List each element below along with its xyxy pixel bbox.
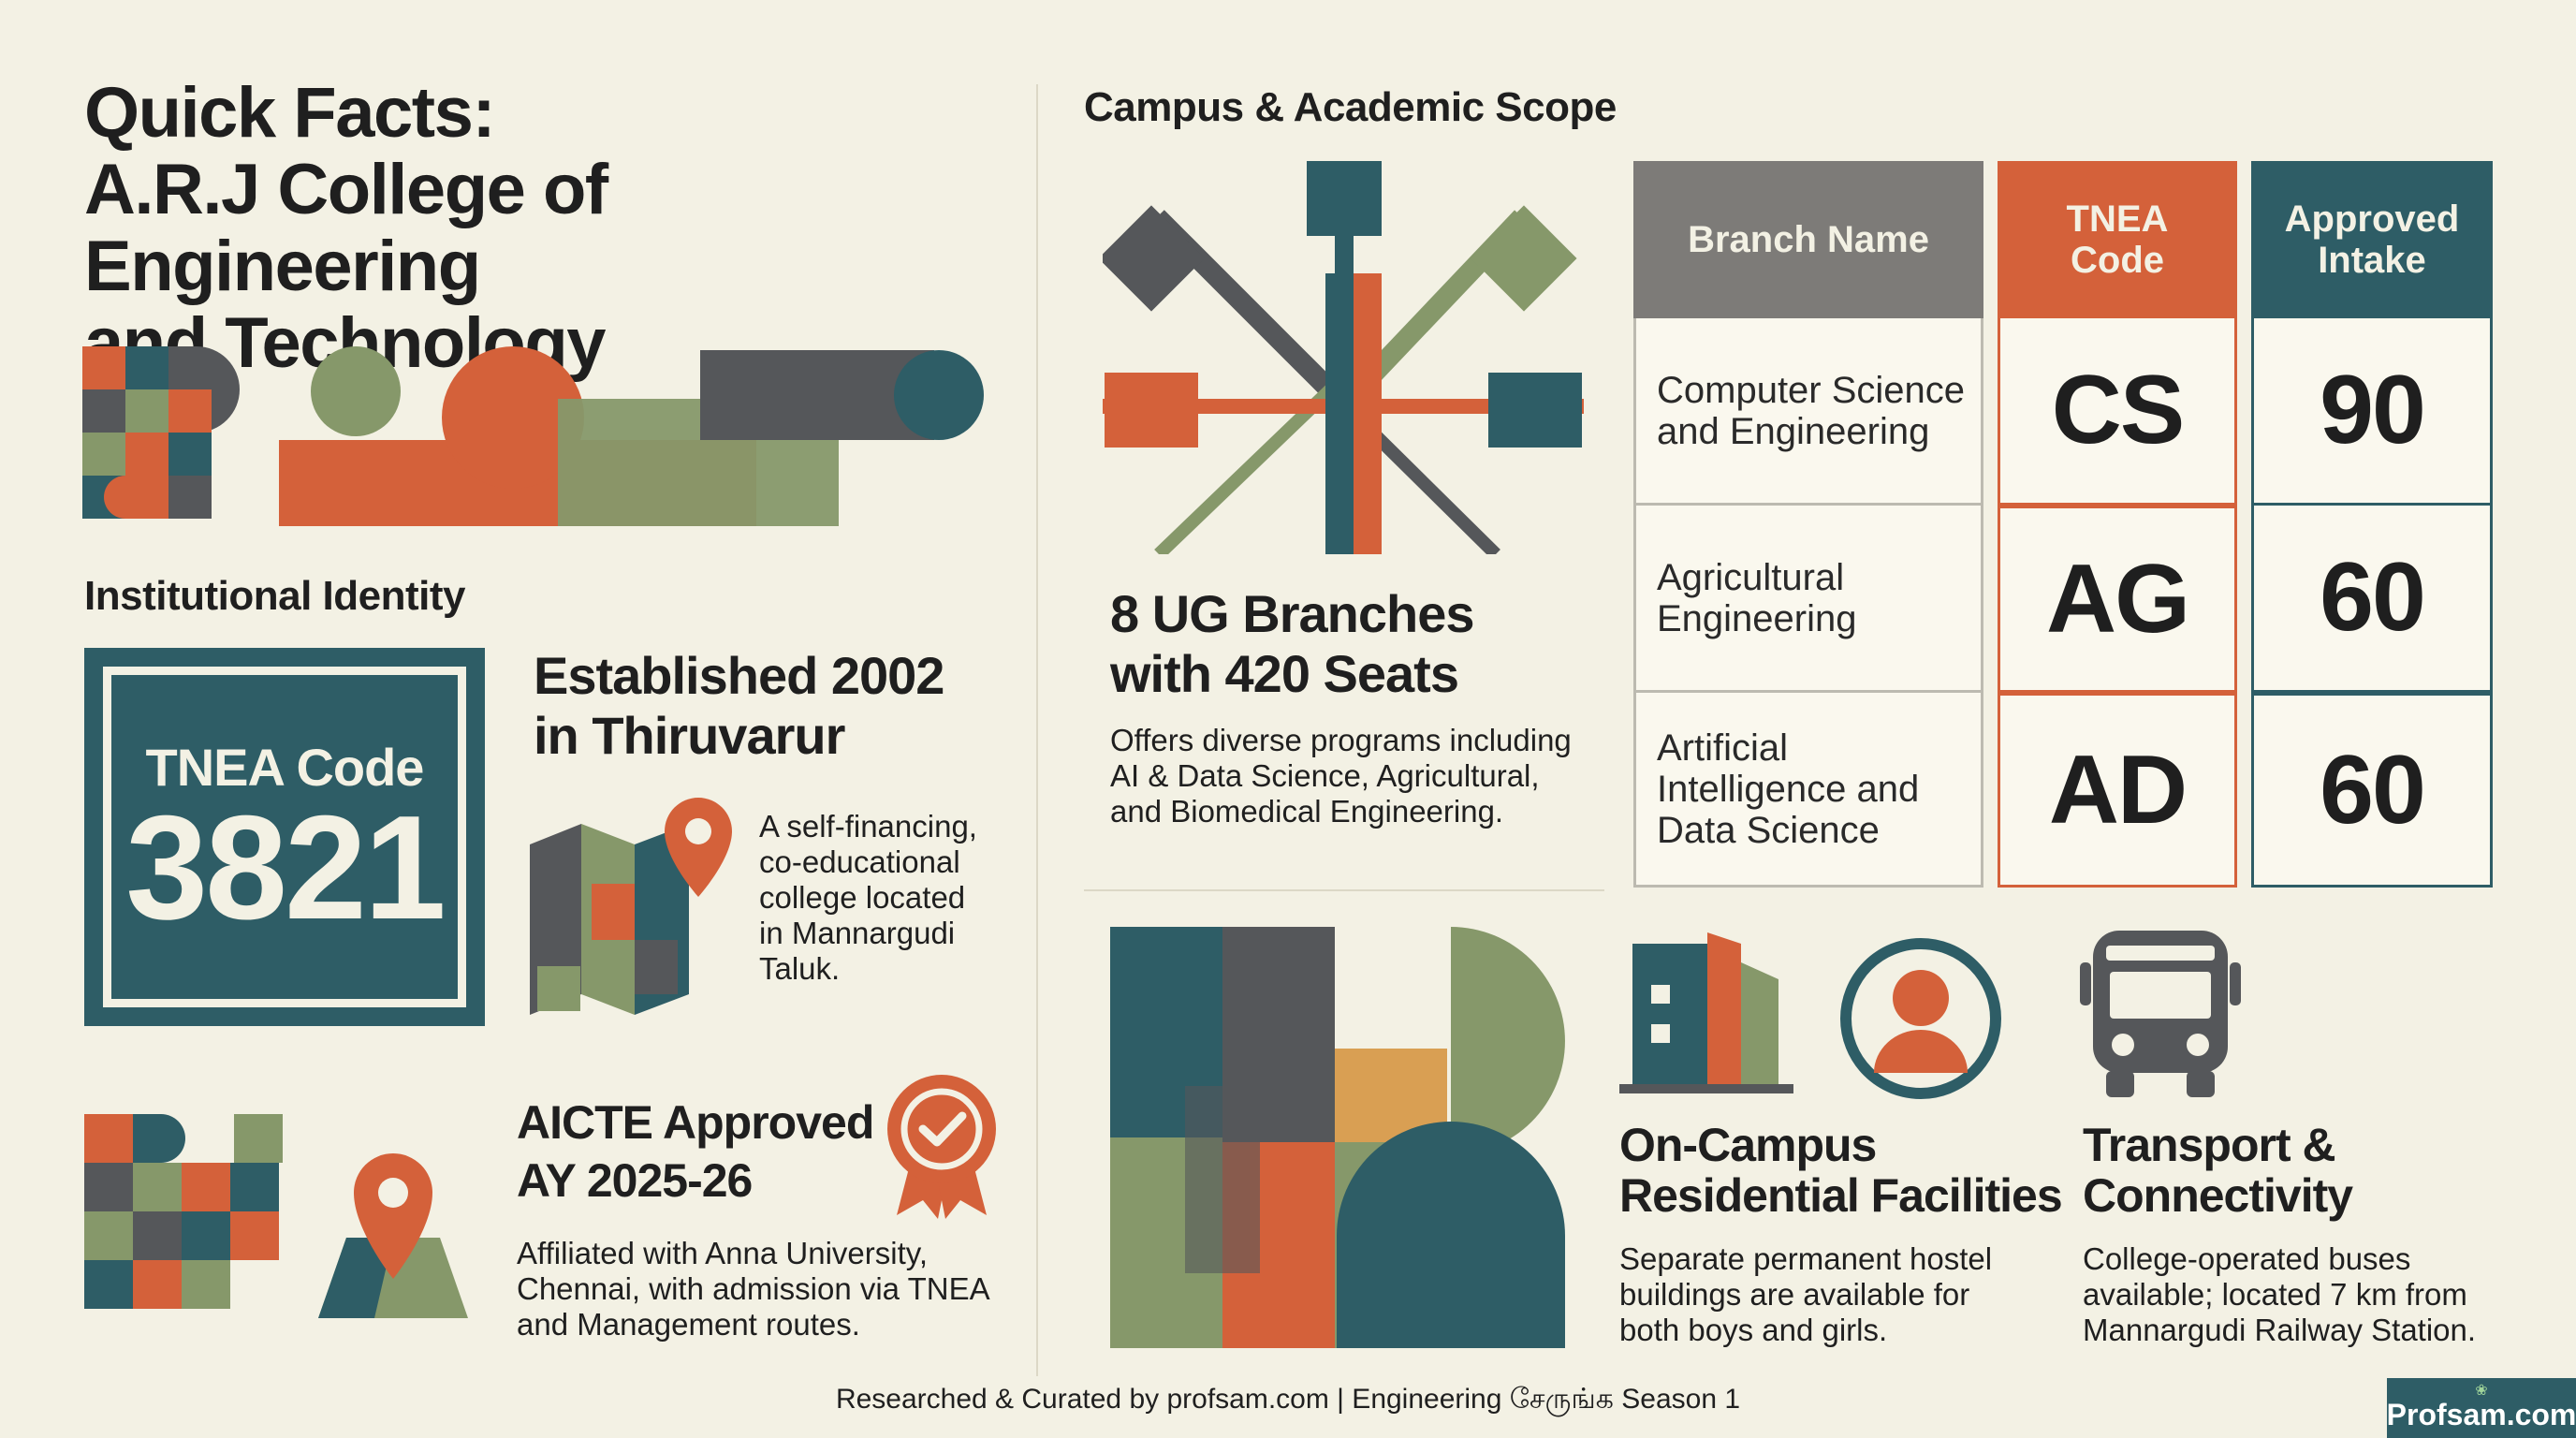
footer-credit: Researched & Curated by profsam.com | En… <box>835 1384 1741 1415</box>
residential-desc-line: both boys and girls. <box>1619 1313 1888 1347</box>
transport-description: College-operated buses available; locate… <box>2083 1241 2476 1348</box>
branch-table: Branch Name Computer Science and Engineer… <box>1633 161 2495 891</box>
transport-desc-line: College-operated buses <box>2083 1241 2411 1276</box>
branch-name-line: Artificial <box>1657 726 1789 769</box>
affiliation-description: Affiliated with Anna University, Chennai… <box>517 1236 990 1343</box>
tnea-code-label: TNEA Code <box>145 737 425 797</box>
approval-badge-icon <box>887 1075 996 1219</box>
affiliation-line: Chennai, with admission via TNEA <box>517 1271 990 1306</box>
location-desc-line: A self-financing, <box>759 809 977 844</box>
column-divider <box>1036 84 1038 1376</box>
transport-title-line: Connectivity <box>2083 1169 2353 1222</box>
residential-desc-line: Separate permanent hostel <box>1619 1241 1993 1276</box>
transport-desc-line: available; located 7 km from <box>2083 1277 2467 1312</box>
decorative-banner-graphic <box>82 346 984 526</box>
logo-leaf-icon: ❀ <box>2475 1383 2488 1399</box>
branches-title: 8 UG Branches with 420 Seats <box>1110 584 1474 704</box>
branch-name-line: Intelligence and <box>1657 768 1920 810</box>
branches-desc-line: and Biomedical Engineering. <box>1110 794 1504 829</box>
brand-logo[interactable]: ❀ Profsam.com <box>2387 1378 2576 1438</box>
branch-name-line: Computer Science <box>1657 369 1966 411</box>
building-icon <box>1619 932 1793 1093</box>
branches-burst-graphic <box>1103 161 1584 554</box>
table-column-intake: Approved Intake 90 60 60 <box>2251 161 2493 888</box>
location-desc-line: co-educational <box>759 844 960 879</box>
established-line-1: Established 2002 <box>534 646 944 705</box>
page-title: Quick Facts: A.R.J College of Engineerin… <box>84 75 1020 382</box>
bus-icon <box>2080 931 2241 1097</box>
table-cell-intake: 60 <box>2251 693 2493 888</box>
table-cell-branch-name: Agricultural Engineering <box>1633 506 1983 693</box>
transport-desc-line: Mannargudi Railway Station. <box>2083 1313 2477 1347</box>
branch-name-line: Data Science <box>1657 809 1880 851</box>
title-line-1: Quick Facts: <box>84 73 496 153</box>
aicte-line-2: AY 2025-26 <box>517 1154 753 1207</box>
table-cell-branch-name: Artificial Intelligence and Data Science <box>1633 693 1983 888</box>
branch-name-line: Agricultural <box>1657 556 1845 598</box>
branches-line-1: 8 UG Branches <box>1110 584 1474 643</box>
residential-description: Separate permanent hostel buildings are … <box>1619 1241 1992 1348</box>
location-pin-icon <box>318 1153 468 1318</box>
table-cell-intake: 90 <box>2251 318 2493 506</box>
institutional-identity-heading: Institutional Identity <box>84 573 465 619</box>
table-cell-code: AD <box>1998 693 2237 888</box>
branch-name-line: Engineering <box>1657 597 1857 639</box>
campus-abstract-graphic <box>1110 927 1565 1348</box>
established-title: Established 2002 in Thiruvarur <box>534 646 944 766</box>
map-pin-icon <box>530 798 732 1015</box>
header-intake-line: Intake <box>2318 240 2426 281</box>
logo-text: Profsam.com <box>2386 1398 2576 1431</box>
table-header-branch-name: Branch Name <box>1633 161 1983 318</box>
tnea-code-value: 3821 <box>125 785 446 950</box>
location-desc-line: Taluk. <box>759 951 841 986</box>
header-code-line: TNEA <box>2066 198 2169 240</box>
table-cell-code: AG <box>1998 506 2237 693</box>
affiliation-line: and Management routes. <box>517 1307 860 1342</box>
table-header-tnea-code: TNEA Code <box>1998 161 2237 318</box>
header-intake-line: Approved <box>2284 198 2460 240</box>
established-line-2: in Thiruvarur <box>534 706 845 765</box>
location-desc-line: college located <box>759 880 966 915</box>
location-desc-line: in Mannargudi <box>759 916 956 950</box>
table-cell-code: CS <box>1998 318 2237 506</box>
branches-desc-line: AI & Data Science, Agricultural, <box>1110 758 1540 793</box>
residential-title-line: Residential Facilities <box>1619 1169 2063 1222</box>
decorative-mosaic-graphic <box>84 1114 283 1309</box>
table-header-approved-intake: Approved Intake <box>2251 161 2493 318</box>
branch-name-line: and Engineering <box>1657 410 1930 452</box>
affiliation-line: Affiliated with Anna University, <box>517 1236 928 1270</box>
table-column-code: TNEA Code CS AG AD <box>1998 161 2237 888</box>
person-icon <box>1840 938 2001 1099</box>
residential-title: On-Campus Residential Facilities <box>1619 1119 2063 1222</box>
aicte-line-1: AICTE Approved <box>517 1096 874 1149</box>
aicte-title: AICTE Approved AY 2025-26 <box>517 1093 874 1210</box>
section-divider <box>1084 889 1604 891</box>
residential-title-line: On-Campus <box>1619 1119 1877 1171</box>
tnea-code-badge: TNEA Code 3821 <box>84 648 485 1026</box>
branches-desc-line: Offers diverse programs including <box>1110 723 1572 757</box>
header-code-line: Code <box>2071 240 2164 281</box>
location-description: A self-financing, co-educational college… <box>759 809 977 987</box>
transport-title: Transport & Connectivity <box>2083 1119 2353 1222</box>
table-column-branch: Branch Name Computer Science and Engineer… <box>1633 161 1983 888</box>
table-cell-branch-name: Computer Science and Engineering <box>1633 318 1983 506</box>
title-line-2: A.R.J College of Engineering <box>84 150 608 306</box>
residential-desc-line: buildings are available for <box>1619 1277 1970 1312</box>
table-cell-intake: 60 <box>2251 506 2493 693</box>
branches-line-2: with 420 Seats <box>1110 644 1459 703</box>
campus-scope-heading: Campus & Academic Scope <box>1084 84 1617 130</box>
transport-title-line: Transport & <box>2083 1119 2336 1171</box>
branches-description: Offers diverse programs including AI & D… <box>1110 723 1572 829</box>
